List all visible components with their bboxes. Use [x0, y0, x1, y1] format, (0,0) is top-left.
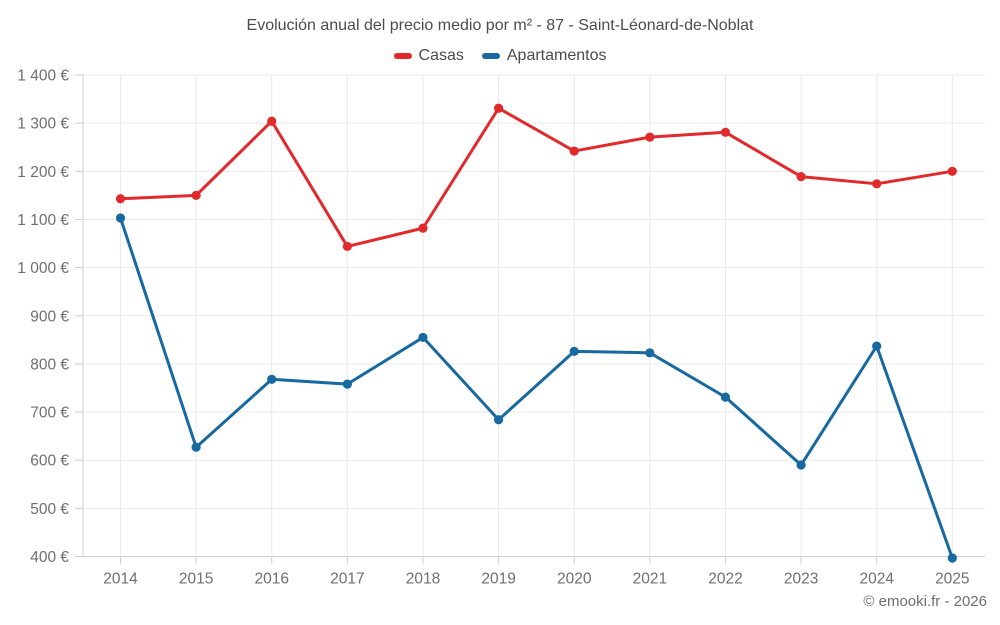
y-axis-label: 1 300 € — [17, 116, 69, 133]
data-point-casas-2020[interactable] — [569, 146, 579, 156]
data-point-apartamentos-2022[interactable] — [720, 392, 731, 402]
data-point-casas-2015[interactable] — [191, 190, 201, 200]
copyright-attribution: © emooki.fr - 2026 — [863, 593, 987, 610]
y-axis-label: 600 € — [30, 453, 69, 470]
chart-title: Evolución anual del precio medio por m² … — [246, 17, 754, 34]
data-point-casas-2025[interactable] — [947, 166, 957, 176]
data-point-casas-2019[interactable] — [494, 103, 504, 113]
data-point-casas-2016[interactable] — [267, 116, 277, 126]
y-axis-label: 700 € — [30, 405, 69, 422]
legend-swatch — [481, 53, 500, 59]
data-point-casas-2017[interactable] — [342, 241, 352, 252]
x-axis-label: 2016 — [254, 571, 288, 588]
data-point-casas-2018[interactable] — [418, 223, 428, 233]
y-axis-label: 1 400 € — [17, 68, 69, 85]
x-axis-label: 2023 — [784, 571, 818, 588]
series-line-apartamentos — [119, 216, 954, 560]
x-axis-label: 2015 — [179, 571, 213, 588]
x-axis-label: 2014 — [103, 571, 138, 588]
series-line-casas — [119, 106, 954, 248]
data-point-apartamentos-2025[interactable] — [947, 553, 957, 563]
legend-item-apartamentos[interactable]: Apartamentos — [481, 47, 607, 65]
data-point-apartamentos-2015[interactable] — [191, 442, 201, 452]
data-point-apartamentos-2016[interactable] — [267, 374, 277, 384]
data-point-casas-2014[interactable] — [115, 194, 126, 204]
data-point-apartamentos-2014[interactable] — [115, 213, 126, 223]
data-point-apartamentos-2017[interactable] — [342, 379, 352, 389]
data-point-apartamentos-2019[interactable] — [494, 415, 504, 425]
x-axis-label: 2025 — [935, 571, 969, 588]
data-point-apartamentos-2021[interactable] — [645, 348, 655, 358]
x-axis-label: 2018 — [406, 571, 440, 588]
data-point-casas-2021[interactable] — [645, 132, 655, 142]
x-axis-label: 2020 — [557, 571, 592, 588]
x-axis-label: 2024 — [859, 571, 894, 588]
x-axis-label: 2022 — [708, 571, 742, 588]
legend-swatch — [393, 53, 412, 59]
y-axis-label: 800 € — [30, 356, 69, 373]
data-point-apartamentos-2020[interactable] — [569, 346, 579, 356]
data-point-casas-2022[interactable] — [720, 127, 731, 137]
y-axis-label: 1 100 € — [17, 212, 69, 229]
data-point-apartamentos-2024[interactable] — [872, 341, 882, 351]
data-point-apartamentos-2018[interactable] — [418, 332, 428, 343]
x-axis-label: 2021 — [633, 571, 667, 588]
y-axis-label: 1 000 € — [17, 260, 69, 277]
y-axis-label: 900 € — [30, 308, 69, 325]
legend-item-casas[interactable]: Casas — [393, 47, 464, 65]
data-point-casas-2023[interactable] — [796, 171, 806, 182]
x-axis-label: 2017 — [330, 571, 364, 588]
legend-label: Apartamentos — [506, 47, 607, 64]
chart-legend: Casas Apartamentos — [0, 47, 1000, 65]
data-point-casas-2024[interactable] — [872, 179, 882, 189]
y-axis-label: 500 € — [30, 501, 69, 518]
y-axis-label: 400 € — [30, 549, 69, 566]
x-axis-label: 2019 — [481, 571, 515, 588]
legend-label: Casas — [418, 47, 464, 64]
data-point-apartamentos-2023[interactable] — [796, 460, 806, 470]
y-axis-label: 1 200 € — [17, 164, 69, 181]
